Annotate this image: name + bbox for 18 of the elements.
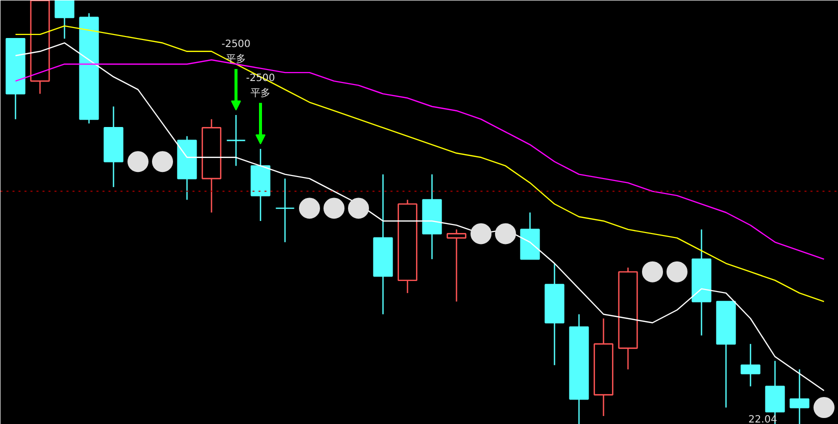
candlestick xyxy=(790,368,810,424)
point xyxy=(324,198,344,219)
point xyxy=(495,223,516,244)
candlestick xyxy=(54,0,74,40)
candlestick xyxy=(275,178,295,243)
point xyxy=(128,151,148,172)
annotation: -2500 xyxy=(221,38,251,50)
point xyxy=(666,261,688,282)
point xyxy=(152,151,173,172)
point xyxy=(814,397,834,418)
candlestick xyxy=(226,114,246,167)
point xyxy=(348,198,369,219)
annotation: 平多 xyxy=(250,86,270,99)
candlestick xyxy=(446,228,466,302)
point xyxy=(299,198,320,219)
point xyxy=(642,261,663,282)
candlestick xyxy=(740,343,760,387)
point xyxy=(470,223,492,244)
